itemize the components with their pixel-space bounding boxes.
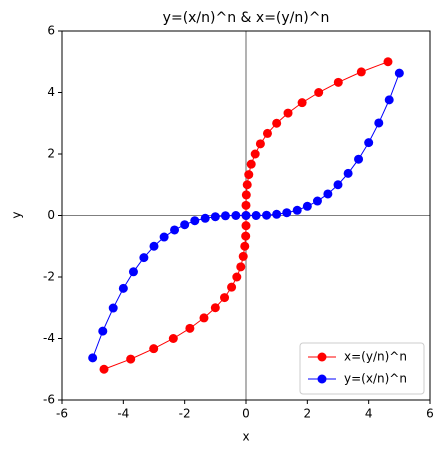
data-point	[394, 68, 404, 78]
data-point	[185, 323, 195, 333]
x-tick-label: 0	[242, 407, 250, 421]
data-point	[283, 108, 293, 118]
legend-marker	[317, 352, 327, 362]
data-point	[251, 211, 261, 220]
data-point	[98, 326, 108, 336]
legend-label: x=(y/n)^n	[344, 350, 407, 364]
data-point	[241, 231, 251, 241]
data-point	[88, 353, 98, 363]
data-point	[126, 354, 136, 364]
data-point	[262, 210, 272, 220]
data-point	[241, 211, 251, 220]
data-point	[190, 216, 200, 226]
chart-title: y=(x/n)^n & x=(y/n)^n	[163, 10, 330, 26]
x-tick-label: 2	[304, 407, 312, 421]
data-point	[238, 251, 248, 261]
data-point	[356, 67, 366, 77]
data-point	[354, 154, 364, 164]
x-axis-label: x	[242, 430, 249, 444]
data-point	[180, 220, 190, 230]
legend-marker	[317, 374, 327, 384]
data-point	[241, 190, 251, 200]
data-point	[282, 208, 292, 218]
data-point	[210, 303, 220, 313]
data-point	[108, 303, 118, 313]
data-point	[384, 95, 394, 105]
plot-frame	[61, 30, 431, 401]
data-point	[149, 344, 159, 354]
data-point	[374, 118, 384, 128]
data-point	[118, 283, 128, 293]
data-point	[220, 293, 230, 303]
x-tick-label: -6	[56, 407, 68, 421]
data-point	[297, 98, 307, 108]
data-point	[292, 205, 302, 215]
legend-label: y=(x/n)^n	[344, 372, 407, 386]
y-tick-label: 2	[47, 147, 55, 161]
data-point	[364, 138, 374, 148]
data-point	[168, 334, 178, 343]
data-point	[314, 88, 324, 97]
data-point	[149, 241, 159, 251]
data-point	[128, 267, 138, 277]
data-point	[323, 189, 333, 199]
data-point	[333, 77, 343, 87]
legend-box	[299, 342, 425, 395]
data-point	[199, 313, 209, 323]
data-point	[200, 213, 210, 223]
data-point	[139, 253, 149, 263]
data-point	[159, 232, 169, 242]
data-point	[272, 209, 282, 219]
y-tick-label: 6	[47, 24, 55, 38]
data-point	[312, 196, 322, 206]
y-tick-label: 4	[47, 85, 55, 99]
data-point	[236, 262, 246, 272]
y-tick-label: -4	[43, 331, 55, 345]
data-point	[246, 159, 256, 169]
data-point	[232, 272, 242, 282]
data-point	[99, 364, 109, 374]
data-point	[240, 241, 250, 251]
data-point	[210, 212, 220, 222]
data-point	[231, 211, 241, 220]
data-point	[220, 211, 230, 221]
y-axis-label: y	[10, 211, 24, 218]
data-point	[250, 149, 260, 159]
y-tick-label: -2	[43, 270, 55, 284]
data-point	[333, 180, 343, 190]
y-tick-label: 0	[47, 208, 55, 222]
data-point	[170, 225, 180, 235]
data-point	[272, 118, 282, 128]
data-point	[241, 200, 251, 210]
data-point	[242, 180, 252, 190]
x-tick-label: 6	[426, 407, 434, 421]
data-point	[255, 139, 265, 149]
x-tick-label: -2	[179, 407, 191, 421]
data-point	[302, 201, 312, 211]
x-tick-label: 4	[365, 407, 373, 421]
data-point	[244, 170, 254, 180]
data-point	[227, 282, 237, 292]
data-point	[262, 128, 272, 138]
y-tick-label: -6	[43, 393, 55, 407]
data-point	[343, 168, 353, 178]
data-point	[383, 57, 393, 67]
x-tick-label: -4	[117, 407, 129, 421]
data-point	[241, 221, 251, 231]
